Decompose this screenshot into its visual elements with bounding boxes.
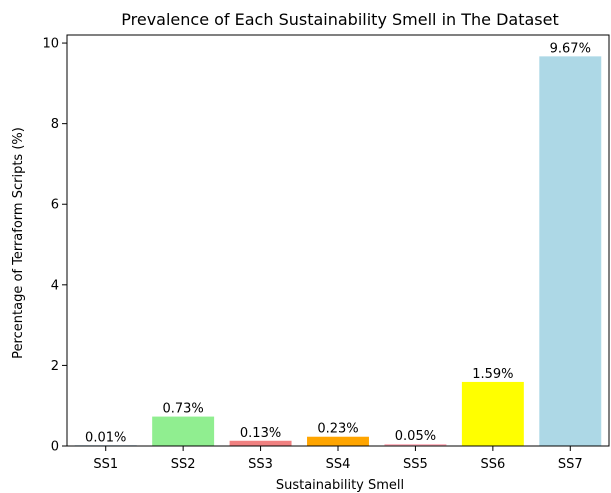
- x-axis-label: Sustainability Smell: [276, 478, 404, 493]
- x-tick-label-ss1: SS1: [93, 457, 118, 472]
- y-tick-label: 6: [51, 198, 59, 213]
- data-label-ss3: 0.13%: [240, 426, 281, 441]
- x-tick-label-ss4: SS4: [326, 457, 351, 472]
- data-label-ss4: 0.23%: [317, 422, 358, 437]
- bar-ss7: [539, 56, 602, 446]
- x-tick-label-ss3: SS3: [248, 457, 273, 472]
- bar-ss3: [229, 440, 292, 446]
- y-tick-label: 2: [51, 359, 59, 374]
- chart-title: Prevalence of Each Sustainability Smell …: [121, 10, 558, 29]
- data-label-ss1: 0.01%: [85, 431, 126, 446]
- bar-ss6: [461, 381, 524, 446]
- bar-ss4: [307, 436, 369, 446]
- y-tick-label: 8: [51, 117, 59, 132]
- data-label-ss5: 0.05%: [395, 429, 436, 444]
- data-label-ss7: 9.67%: [550, 41, 591, 56]
- x-tick-label-ss6: SS6: [480, 457, 505, 472]
- plot-area: 0.01% 0.73% 0.13% 0.23% 0.05% 1.59% 9.67% 0 2 4 6 8…: [42, 34, 610, 472]
- x-tick-label-ss7: SS7: [558, 457, 583, 472]
- y-tick-label: 10: [42, 37, 59, 52]
- bar-ss5: [384, 443, 447, 446]
- bar-ss2: [152, 416, 215, 446]
- x-tick-label-ss2: SS2: [171, 457, 196, 472]
- y-tick-label: 0: [51, 440, 59, 455]
- y-tick-label: 4: [51, 278, 59, 293]
- data-label-ss2: 0.73%: [162, 402, 203, 417]
- data-label-ss6: 1.59%: [472, 367, 513, 382]
- y-axis-label: Percentage of Terraform Scripts (%): [11, 127, 26, 359]
- plot-frame: [66, 34, 610, 447]
- x-tick-label-ss5: SS5: [403, 457, 428, 472]
